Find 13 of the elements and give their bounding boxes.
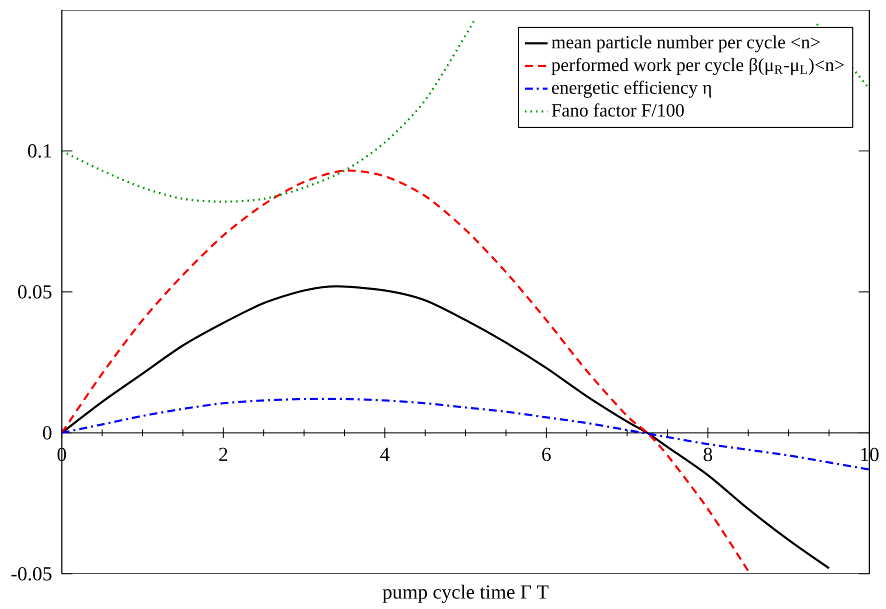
x-tick-label: 6 — [542, 448, 551, 461]
legend-label: performed work per cycle β(μ$_{R}$-μ$_{L}$)<n> — [552, 58, 844, 75]
y-tick-label: 0.1 — [28, 144, 52, 158]
legend-label: Fano factor F/100 — [552, 103, 684, 116]
y-tick-label: 0.05 — [18, 284, 52, 298]
y-tick-label: 0 — [43, 426, 52, 440]
x-tick-label: 4 — [380, 448, 390, 461]
legend-label: mean particle number per cycle <n> — [552, 35, 820, 52]
y-tick-label: -0.05 — [11, 566, 52, 580]
x-axis-title: pump cycle time Γ T — [382, 584, 548, 603]
x-tick-label: 2 — [219, 448, 228, 461]
x-tick-label: 8 — [704, 448, 712, 461]
legend-label: energetic efficiency η — [552, 80, 712, 98]
